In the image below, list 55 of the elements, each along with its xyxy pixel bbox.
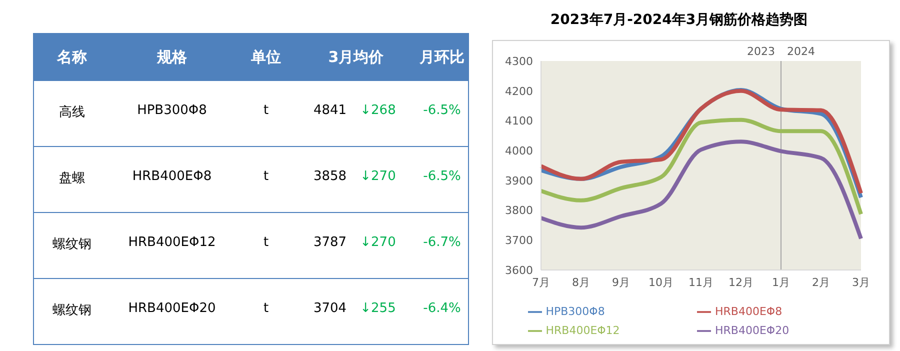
text: t <box>262 301 270 316</box>
text: HRB400EΦ8 <box>131 169 213 184</box>
text: ↓270 <box>359 169 397 184</box>
y-tick-label: 4000 <box>505 144 533 158</box>
text: -6.5% <box>422 169 462 184</box>
x-tick-label: 2月 <box>812 276 830 289</box>
category-label: 月环比 <box>418 48 466 67</box>
text: -6.7% <box>422 235 462 250</box>
text: -6.5% <box>422 103 462 118</box>
x-tick-label: 3月 <box>852 276 870 289</box>
y-tick-label: 4100 <box>505 114 533 128</box>
text: 盘螺 <box>58 170 86 187</box>
text: 3787 <box>312 235 348 250</box>
category-label: 名称 <box>56 48 88 67</box>
text: 4841 <box>312 103 348 118</box>
x-tick-label: 12月 <box>728 276 754 289</box>
y-tick-label: 4200 <box>505 84 533 98</box>
text: 高线 <box>58 104 86 121</box>
x-tick-label: 10月 <box>648 276 674 289</box>
y-tick-label: 4300 <box>505 54 533 68</box>
category-label: 单位 <box>250 48 282 67</box>
y-tick-label: 3900 <box>505 174 533 188</box>
x-tick-label: 1月 <box>772 276 790 289</box>
text: t <box>262 103 270 118</box>
text: t <box>262 169 270 184</box>
y-tick-label: 3800 <box>505 204 533 218</box>
x-tick-label: 7月 <box>532 276 550 289</box>
text: 3858 <box>312 169 348 184</box>
text: 3704 <box>312 301 348 316</box>
text: 2024 <box>787 45 815 58</box>
text: ↓255 <box>359 301 397 316</box>
x-tick-label: 11月 <box>688 276 714 289</box>
legend-label: HPB300Φ8 <box>546 305 605 318</box>
legend-label: HRB400EΦ12 <box>546 324 620 337</box>
text: 2023 <box>747 45 775 58</box>
category-label: 规格 <box>156 48 188 67</box>
text: -6.4% <box>422 301 462 316</box>
y-tick-label: 3700 <box>505 234 533 248</box>
text: 螺纹钢 <box>52 236 92 253</box>
text: t <box>262 235 270 250</box>
line-series <box>539 118 863 216</box>
legend-label: HRB400EΦ20 <box>715 324 790 337</box>
line-series <box>539 140 863 241</box>
text: HRB400EΦ12 <box>127 235 217 250</box>
legend-label: HRB400EΦ8 <box>715 305 782 318</box>
category-label: 3月均价 <box>327 48 385 67</box>
text: ↓270 <box>359 235 397 250</box>
text: ↓268 <box>359 103 397 118</box>
text: HPB300Φ8 <box>136 103 208 118</box>
text: HRB400EΦ20 <box>127 301 217 316</box>
x-tick-label: 8月 <box>572 276 590 289</box>
x-tick-label: 9月 <box>612 276 630 289</box>
text: 螺纹钢 <box>52 302 92 319</box>
chart-title: 2023年7月-2024年3月钢筋价格趋势图 <box>549 11 809 30</box>
y-tick-label: 3600 <box>505 264 533 277</box>
